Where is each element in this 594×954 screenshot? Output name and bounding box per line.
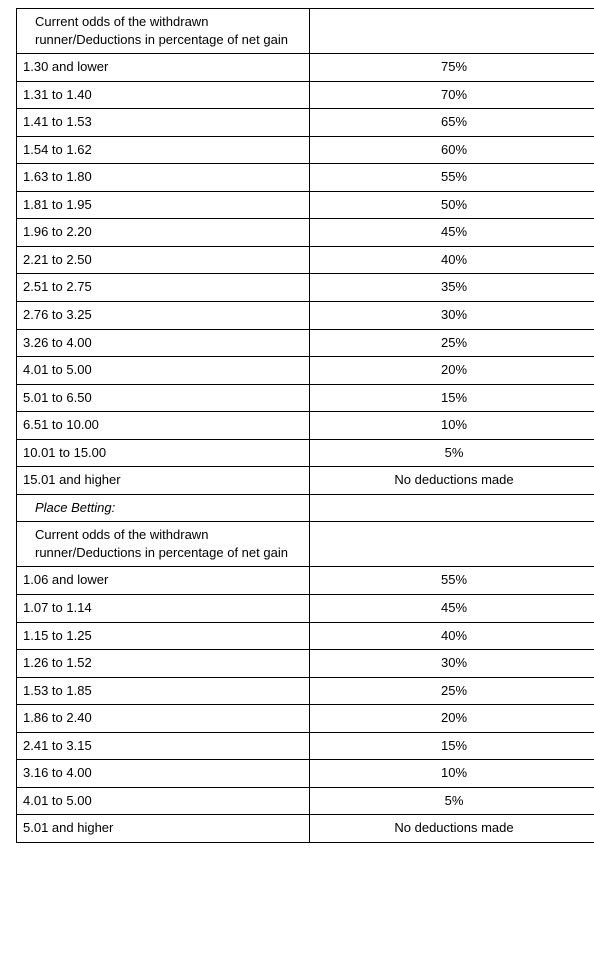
odds-range-cell: 5.01 to 6.50	[17, 384, 310, 412]
table-row-header2: Current odds of the withdrawn runner/Ded…	[17, 522, 594, 567]
table-row-section2-title: Place Betting:	[17, 494, 594, 522]
odds-range-cell: 1.63 to 1.80	[17, 164, 310, 192]
odds-range-cell: 10.01 to 15.00	[17, 439, 310, 467]
odds-range-cell: 5.01 and higher	[17, 815, 310, 843]
odds-range-cell: 1.26 to 1.52	[17, 650, 310, 678]
deduction-cell: 40%	[310, 622, 594, 650]
deduction-cell: 50%	[310, 191, 594, 219]
section2-title-blank	[310, 494, 594, 522]
deduction-cell: 25%	[310, 677, 594, 705]
deduction-cell: 60%	[310, 136, 594, 164]
table-row: 1.41 to 1.5365%	[17, 109, 594, 137]
table-row: 2.21 to 2.5040%	[17, 246, 594, 274]
deduction-cell: 75%	[310, 54, 594, 82]
table-row: 10.01 to 15.005%	[17, 439, 594, 467]
header1-blank	[310, 9, 594, 54]
odds-range-cell: 3.16 to 4.00	[17, 760, 310, 788]
header2-text: Current odds of the withdrawn runner/Ded…	[23, 526, 303, 561]
deduction-cell: 10%	[310, 412, 594, 440]
table-row: 1.81 to 1.9550%	[17, 191, 594, 219]
odds-range-cell: 2.41 to 3.15	[17, 732, 310, 760]
odds-range-cell: 3.26 to 4.00	[17, 329, 310, 357]
table-row: 5.01 and higherNo deductions made	[17, 815, 594, 843]
odds-range-cell: 1.30 and lower	[17, 54, 310, 82]
odds-range-cell: 4.01 to 5.00	[17, 357, 310, 385]
table-row: 1.63 to 1.8055%	[17, 164, 594, 192]
table-row: 1.96 to 2.2045%	[17, 219, 594, 247]
odds-range-cell: 1.31 to 1.40	[17, 81, 310, 109]
table-row: 1.15 to 1.2540%	[17, 622, 594, 650]
deduction-cell: 40%	[310, 246, 594, 274]
table-row: 5.01 to 6.5015%	[17, 384, 594, 412]
table-row: 15.01 and higherNo deductions made	[17, 467, 594, 495]
deduction-cell: 20%	[310, 357, 594, 385]
odds-range-cell: 2.76 to 3.25	[17, 302, 310, 330]
deduction-cell: 5%	[310, 787, 594, 815]
deduction-cell: 15%	[310, 732, 594, 760]
header1-text: Current odds of the withdrawn runner/Ded…	[23, 13, 303, 48]
deduction-cell: 70%	[310, 81, 594, 109]
deduction-cell: 55%	[310, 567, 594, 595]
table-row: 1.06 and lower55%	[17, 567, 594, 595]
table-row: 1.54 to 1.6260%	[17, 136, 594, 164]
header2-cell: Current odds of the withdrawn runner/Ded…	[17, 522, 310, 567]
deduction-cell: No deductions made	[310, 467, 594, 495]
odds-range-cell: 1.54 to 1.62	[17, 136, 310, 164]
table-row: 1.31 to 1.4070%	[17, 81, 594, 109]
deduction-cell: 10%	[310, 760, 594, 788]
deduction-cell: 35%	[310, 274, 594, 302]
deduction-cell: 5%	[310, 439, 594, 467]
table-row: 4.01 to 5.005%	[17, 787, 594, 815]
odds-range-cell: 6.51 to 10.00	[17, 412, 310, 440]
table-row: 1.07 to 1.1445%	[17, 595, 594, 623]
deduction-cell: 65%	[310, 109, 594, 137]
table-row: 1.86 to 2.4020%	[17, 705, 594, 733]
deduction-cell: 30%	[310, 650, 594, 678]
odds-range-cell: 1.06 and lower	[17, 567, 310, 595]
odds-range-cell: 2.51 to 2.75	[17, 274, 310, 302]
deduction-cell: 30%	[310, 302, 594, 330]
table-row: 2.76 to 3.2530%	[17, 302, 594, 330]
deductions-table: Current odds of the withdrawn runner/Ded…	[16, 8, 594, 843]
table-row: 2.51 to 2.7535%	[17, 274, 594, 302]
section2-title-cell: Place Betting:	[17, 494, 310, 522]
table-body: Current odds of the withdrawn runner/Ded…	[17, 9, 594, 843]
odds-range-cell: 1.96 to 2.20	[17, 219, 310, 247]
table-row: 1.53 to 1.8525%	[17, 677, 594, 705]
deduction-cell: 20%	[310, 705, 594, 733]
odds-range-cell: 2.21 to 2.50	[17, 246, 310, 274]
odds-range-cell: 4.01 to 5.00	[17, 787, 310, 815]
odds-range-cell: 1.15 to 1.25	[17, 622, 310, 650]
table-row: 1.26 to 1.5230%	[17, 650, 594, 678]
deduction-cell: 45%	[310, 595, 594, 623]
odds-range-cell: 1.81 to 1.95	[17, 191, 310, 219]
deduction-cell: 25%	[310, 329, 594, 357]
deduction-cell: 45%	[310, 219, 594, 247]
table-row: 1.30 and lower75%	[17, 54, 594, 82]
deduction-cell: No deductions made	[310, 815, 594, 843]
odds-range-cell: 1.41 to 1.53	[17, 109, 310, 137]
table-row: 3.26 to 4.0025%	[17, 329, 594, 357]
deduction-cell: 15%	[310, 384, 594, 412]
table-row: 6.51 to 10.0010%	[17, 412, 594, 440]
odds-range-cell: 1.53 to 1.85	[17, 677, 310, 705]
odds-range-cell: 1.86 to 2.40	[17, 705, 310, 733]
header1-cell: Current odds of the withdrawn runner/Ded…	[17, 9, 310, 54]
odds-range-cell: 1.07 to 1.14	[17, 595, 310, 623]
section2-title-text: Place Betting:	[23, 499, 303, 517]
table-row: 2.41 to 3.1515%	[17, 732, 594, 760]
deduction-cell: 55%	[310, 164, 594, 192]
header2-blank	[310, 522, 594, 567]
table-row: 3.16 to 4.0010%	[17, 760, 594, 788]
odds-range-cell: 15.01 and higher	[17, 467, 310, 495]
table-row: 4.01 to 5.0020%	[17, 357, 594, 385]
table-row-header1: Current odds of the withdrawn runner/Ded…	[17, 9, 594, 54]
